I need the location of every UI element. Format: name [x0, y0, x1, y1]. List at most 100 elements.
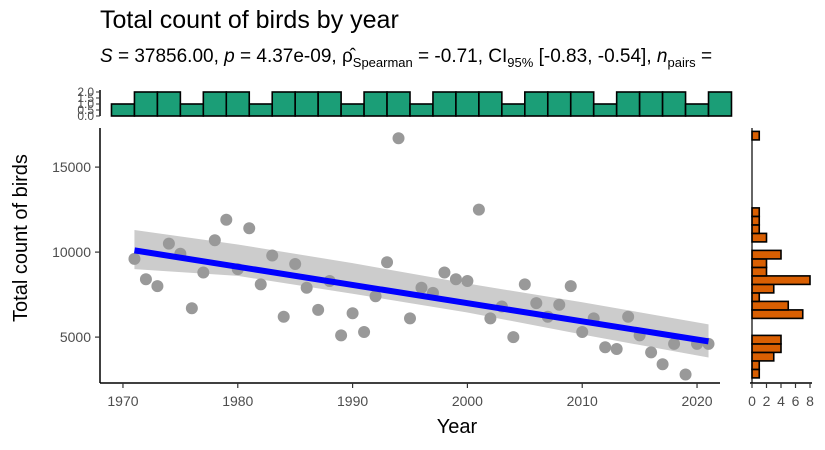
stat-ci-sub: 95% [507, 54, 534, 70]
right-histogram-bar [751, 283, 775, 294]
top-histogram-bar [569, 91, 595, 117]
top-histogram-tick-label: 0.5 [77, 103, 94, 117]
right-histogram-bar [751, 224, 761, 235]
right-histogram-bar [751, 266, 768, 277]
data-point [449, 273, 462, 286]
stat-n-sub: pairs [667, 54, 696, 70]
top-histogram-bar [409, 103, 434, 117]
data-point [392, 132, 405, 145]
x-tick-label: 2020 [681, 393, 712, 409]
top-histogram-bar [524, 91, 549, 117]
data-point [668, 337, 681, 350]
top-histogram-bar [638, 91, 664, 117]
top-histogram-bar [432, 91, 457, 117]
data-point [576, 326, 589, 338]
stat-rho-value: = -0.71, [418, 46, 484, 67]
right-histogram-tick-label: 8 [806, 393, 814, 409]
top-histogram-bar [707, 91, 733, 117]
stat-s-label: S [100, 46, 113, 67]
right-histogram-bar [751, 292, 761, 303]
top-histogram-bar [661, 91, 687, 117]
stat-n-label: n [656, 46, 668, 67]
data-point [243, 222, 256, 235]
right-histogram-bar [751, 343, 782, 354]
right-histogram-bar [751, 351, 775, 362]
top-histogram-tick-label: 0.0 [77, 109, 94, 123]
top-histogram-bar [340, 103, 365, 117]
data-point [484, 312, 497, 325]
top-histogram-bar [317, 91, 342, 117]
data-point [507, 331, 520, 344]
top-histogram-bar [133, 91, 159, 117]
top-histogram-bar [294, 91, 319, 117]
right-histogram-bar [751, 309, 804, 320]
scatter-points-layer [128, 132, 715, 381]
data-point [162, 237, 175, 250]
right-histogram-bar [751, 249, 782, 260]
data-point [139, 273, 152, 286]
right-histogram-tick-label: 0 [748, 393, 756, 409]
right-histogram-bar [751, 275, 811, 286]
data-point [277, 310, 290, 323]
stat-s-value: = 37856.00, [117, 46, 219, 67]
data-point [564, 280, 577, 293]
stat-rho-symbol: ρ̂ [341, 46, 353, 67]
top-histogram-tick-label: 2.0 [77, 85, 94, 99]
data-point [185, 302, 198, 315]
right-histogram-bar [751, 334, 782, 345]
stat-n-value: = [700, 46, 713, 67]
top-histogram-bar [386, 91, 411, 117]
stat-rho-sub: Spearman [352, 54, 413, 70]
data-point [438, 266, 451, 279]
data-point [518, 278, 531, 291]
top-histogram-bar [248, 103, 274, 117]
data-point [312, 303, 325, 316]
x-tick-label: 1980 [222, 393, 253, 409]
top-histogram-bar [592, 103, 618, 117]
data-point [461, 275, 474, 287]
data-point [266, 249, 279, 262]
top-histogram-bar [179, 103, 205, 117]
right-histogram-bar [751, 300, 790, 311]
data-point [622, 310, 635, 323]
main-axes: 1970 1980 1990 2000 2010 2020 5000 10000 15000 [52, 128, 720, 409]
top-histogram-bar [202, 91, 228, 117]
stat-ci-value: [-0.83, -0.54], [538, 46, 652, 67]
right-histogram-tick-label: 6 [792, 393, 800, 409]
x-axis-title: Year [437, 416, 478, 438]
data-point [530, 297, 543, 310]
top-histogram-bar [455, 91, 480, 117]
data-point [415, 281, 428, 294]
data-point [208, 234, 221, 247]
data-point [289, 258, 302, 270]
data-point [151, 280, 164, 293]
right-histogram-bar [751, 207, 761, 218]
y-tick-label: 15000 [52, 159, 91, 175]
right-histogram-bar [751, 215, 761, 226]
top-histogram-bar [271, 91, 296, 117]
data-point [472, 203, 485, 216]
data-point [369, 290, 382, 303]
data-point [679, 368, 692, 381]
right-histogram-bar [751, 258, 768, 269]
data-point [220, 213, 233, 226]
top-histogram-bar [225, 91, 251, 117]
top-histogram-bar [478, 91, 503, 117]
data-point [128, 252, 141, 265]
right-histogram-tick-label: 2 [763, 393, 771, 409]
data-point [335, 329, 348, 342]
chart-title: Total count of birds by year [100, 6, 399, 34]
right-histogram-bar [751, 232, 768, 243]
data-point [358, 326, 371, 338]
trend-line-layer [133, 247, 709, 345]
top-histogram-bar [110, 103, 136, 117]
data-point [254, 278, 267, 291]
top-histogram-tick-label: 1.5 [77, 91, 94, 105]
top-histogram-bar [546, 91, 572, 117]
data-point [381, 256, 394, 269]
data-point [197, 266, 210, 279]
trend-line [133, 247, 709, 345]
top-histogram-bar [615, 91, 641, 117]
